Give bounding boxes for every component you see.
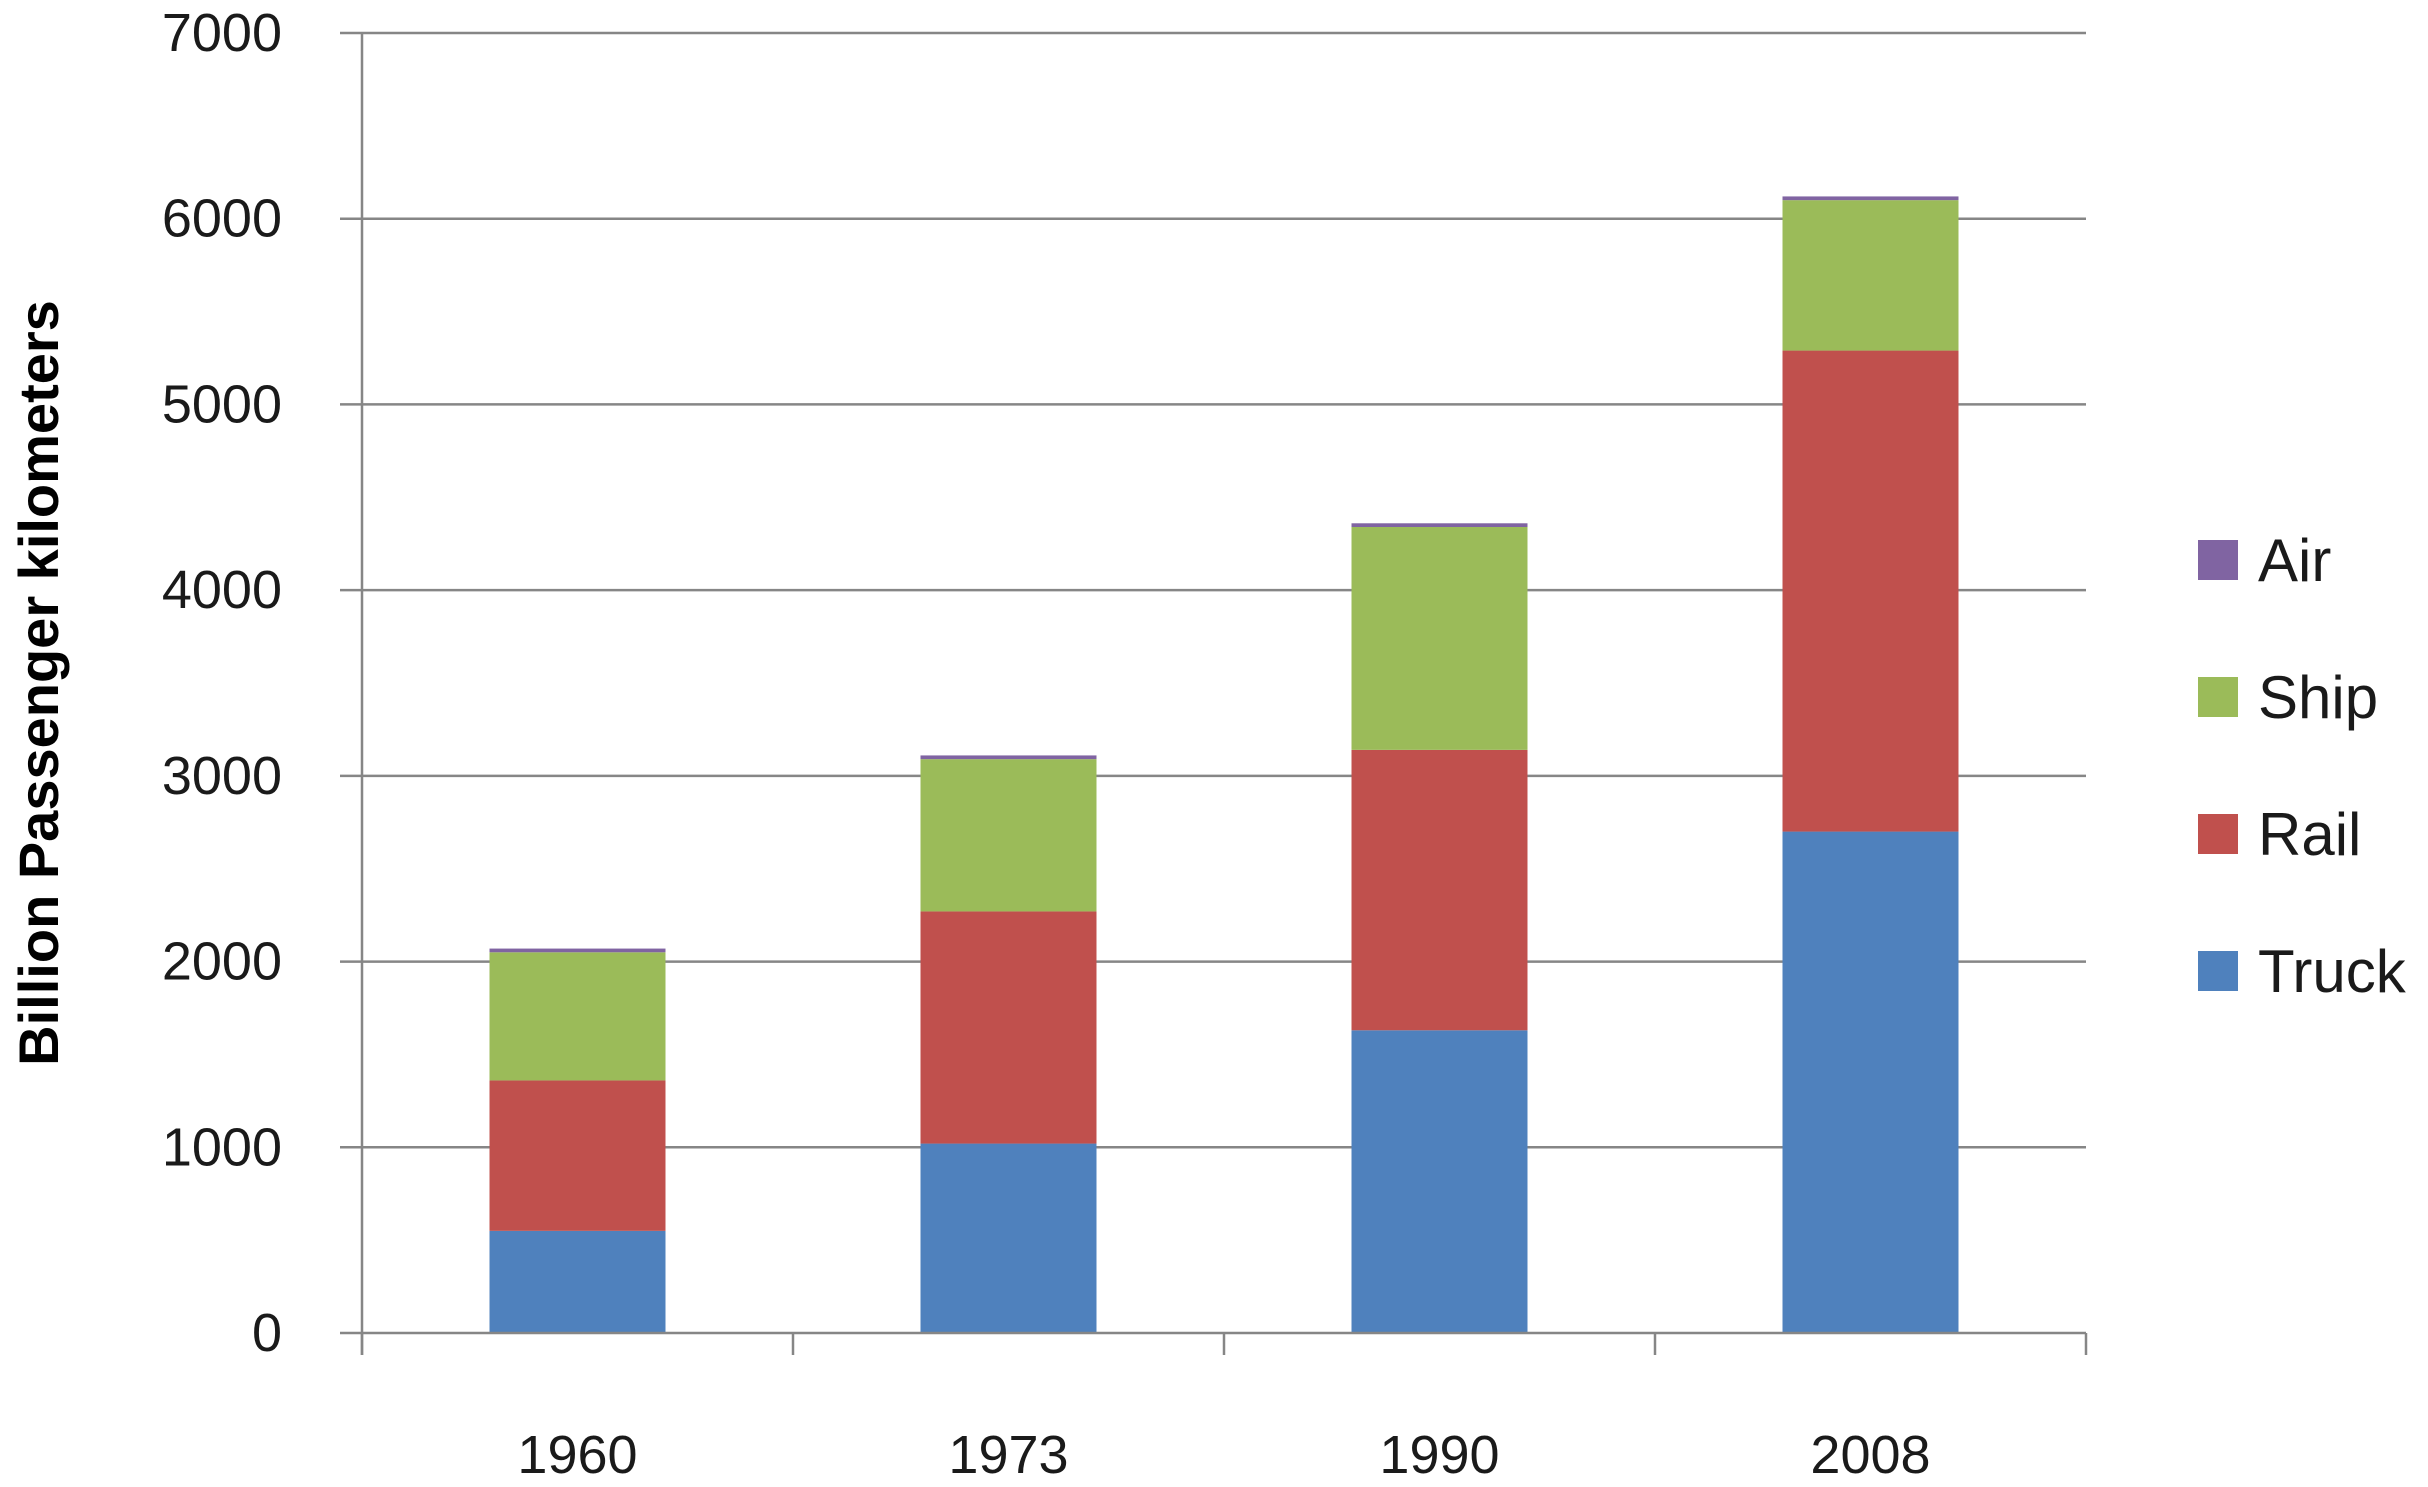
y-tick-label-4000: 4000 — [162, 560, 282, 620]
legend-label-rail: Rail — [2258, 801, 2361, 868]
bar-rail-1990 — [1352, 750, 1528, 1030]
y-tick-label-3000: 3000 — [162, 746, 282, 806]
bar-ship-1960 — [490, 952, 666, 1080]
legend-swatch-ship — [2198, 677, 2238, 717]
legend-item-ship: Ship — [2198, 664, 2378, 731]
y-axis-title: Billion Passenger kilometers — [7, 300, 70, 1066]
x-tick-label-1973: 1973 — [948, 1425, 1068, 1485]
bar-truck-1990 — [1352, 1030, 1528, 1333]
legend-item-truck: Truck — [2198, 938, 2407, 1005]
legend-swatch-truck — [2198, 951, 2238, 991]
y-tick-label-2000: 2000 — [162, 932, 282, 992]
x-axis-tick-labels: 1960 1973 1990 2008 — [517, 1425, 1930, 1485]
bar-air-1960 — [490, 949, 666, 953]
bar-truck-1973 — [921, 1144, 1097, 1333]
y-tick-label-5000: 5000 — [162, 374, 282, 434]
y-tick-label-6000: 6000 — [162, 189, 282, 249]
y-tick-label-0: 0 — [252, 1303, 282, 1363]
legend-item-rail: Rail — [2198, 801, 2361, 868]
y-axis-tick-labels: 0 1000 2000 3000 4000 5000 6000 7000 — [162, 3, 282, 1363]
bar-rail-1960 — [490, 1080, 666, 1230]
y-tick-label-1000: 1000 — [162, 1117, 282, 1177]
legend: Air Ship Rail Truck — [2198, 527, 2407, 1005]
bar-ship-2008 — [1783, 200, 1959, 350]
legend-swatch-air — [2198, 540, 2238, 580]
bars — [490, 196, 1959, 1333]
bar-rail-1973 — [921, 911, 1097, 1143]
x-tick-label-2008: 2008 — [1810, 1425, 1930, 1485]
x-tick-label-1960: 1960 — [517, 1425, 637, 1485]
legend-swatch-rail — [2198, 814, 2238, 854]
legend-label-air: Air — [2258, 527, 2331, 594]
bar-ship-1973 — [921, 759, 1097, 911]
bar-ship-1990 — [1352, 527, 1528, 750]
legend-label-ship: Ship — [2258, 664, 2378, 731]
x-tick-label-1990: 1990 — [1379, 1425, 1499, 1485]
bar-air-1990 — [1352, 523, 1528, 527]
bar-air-1973 — [921, 755, 1097, 759]
bar-truck-2008 — [1783, 832, 1959, 1333]
bar-rail-2008 — [1783, 351, 1959, 832]
bar-truck-1960 — [490, 1231, 666, 1333]
bar-air-2008 — [1783, 196, 1959, 200]
y-tick-label-7000: 7000 — [162, 3, 282, 63]
legend-label-truck: Truck — [2258, 938, 2407, 1005]
legend-item-air: Air — [2198, 527, 2331, 594]
